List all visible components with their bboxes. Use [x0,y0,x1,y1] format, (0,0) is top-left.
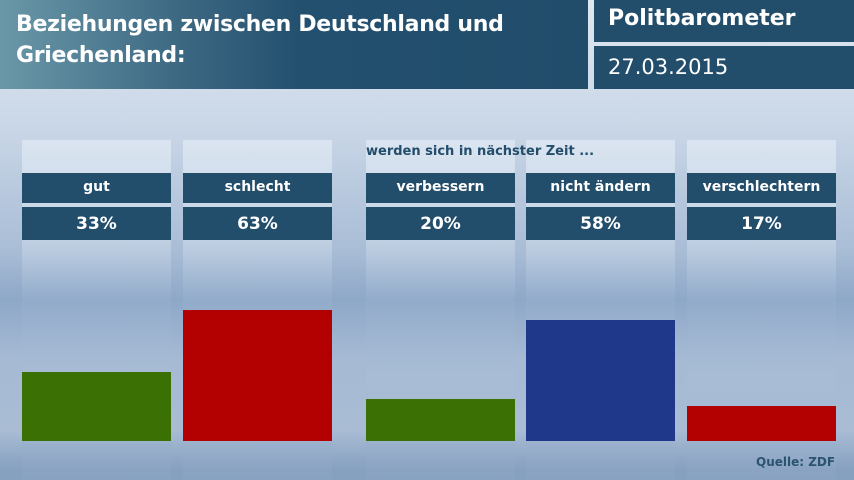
value-label: 58% [526,207,675,240]
header-title-box: Beziehungen zwischen Deutschland und Gri… [0,0,588,89]
value-label: 20% [366,207,515,240]
bar [687,405,836,441]
category-label: schlecht [183,173,332,203]
brand-label: Politbarometer [608,6,796,31]
category-label: verbessern [366,173,515,203]
date-label: 27.03.2015 [608,55,729,79]
group-subtitle: werden sich in nächster Zeit ... [366,144,595,159]
bar [183,309,332,441]
bar [22,372,171,441]
brand-box: Politbarometer [594,0,854,42]
category-label: nicht ändern [526,173,675,203]
value-label: 63% [183,207,332,240]
value-label: 17% [687,207,836,240]
category-label: verschlechtern [687,173,836,203]
value-label: 33% [22,207,171,240]
bar [366,399,515,441]
bar [526,320,675,441]
source-label: Quelle: ZDF [756,455,836,469]
date-box: 27.03.2015 [594,46,854,89]
category-label: gut [22,173,171,203]
chart-title: Beziehungen zwischen Deutschland und Gri… [16,12,504,68]
